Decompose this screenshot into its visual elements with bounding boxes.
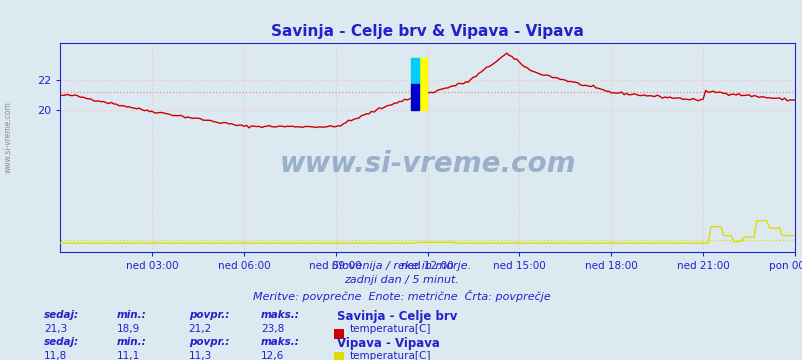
Text: maks.:: maks.:	[261, 337, 299, 347]
Text: 23,8: 23,8	[261, 324, 284, 334]
Text: povpr.:: povpr.:	[188, 337, 229, 347]
Text: www.si-vreme.com: www.si-vreme.com	[3, 101, 13, 173]
Text: 12,6: 12,6	[261, 351, 284, 360]
Text: zadnji dan / 5 minut.: zadnji dan / 5 minut.	[343, 275, 459, 285]
Text: povpr.:: povpr.:	[188, 310, 229, 320]
Text: 11,1: 11,1	[116, 351, 140, 360]
Text: maks.:: maks.:	[261, 310, 299, 320]
Title: Savinja - Celje brv & Vipava - Vipava: Savinja - Celje brv & Vipava - Vipava	[271, 24, 583, 39]
Text: 21,3: 21,3	[44, 324, 67, 334]
Text: 11,8: 11,8	[44, 351, 67, 360]
Bar	[410, 58, 427, 110]
Text: 18,9: 18,9	[116, 324, 140, 334]
Text: temperatura[C]: temperatura[C]	[349, 324, 430, 334]
Text: 11,3: 11,3	[188, 351, 212, 360]
Text: Meritve: povprečne  Enote: metrične  Črta: povprečje: Meritve: povprečne Enote: metrične Črta:…	[253, 290, 549, 302]
Text: min.:: min.:	[116, 337, 146, 347]
Bar	[410, 84, 419, 110]
Text: www.si-vreme.com: www.si-vreme.com	[279, 150, 575, 178]
Text: temperatura[C]: temperatura[C]	[349, 351, 430, 360]
Text: sedaj:: sedaj:	[44, 337, 79, 347]
Text: Vipava - Vipava: Vipava - Vipava	[337, 337, 439, 350]
Bar	[410, 58, 419, 84]
Text: min.:: min.:	[116, 310, 146, 320]
Text: Savinja - Celje brv: Savinja - Celje brv	[337, 310, 457, 323]
Text: sedaj:: sedaj:	[44, 310, 79, 320]
Text: Slovenija / reke in morje.: Slovenija / reke in morje.	[331, 261, 471, 271]
Text: 21,2: 21,2	[188, 324, 212, 334]
